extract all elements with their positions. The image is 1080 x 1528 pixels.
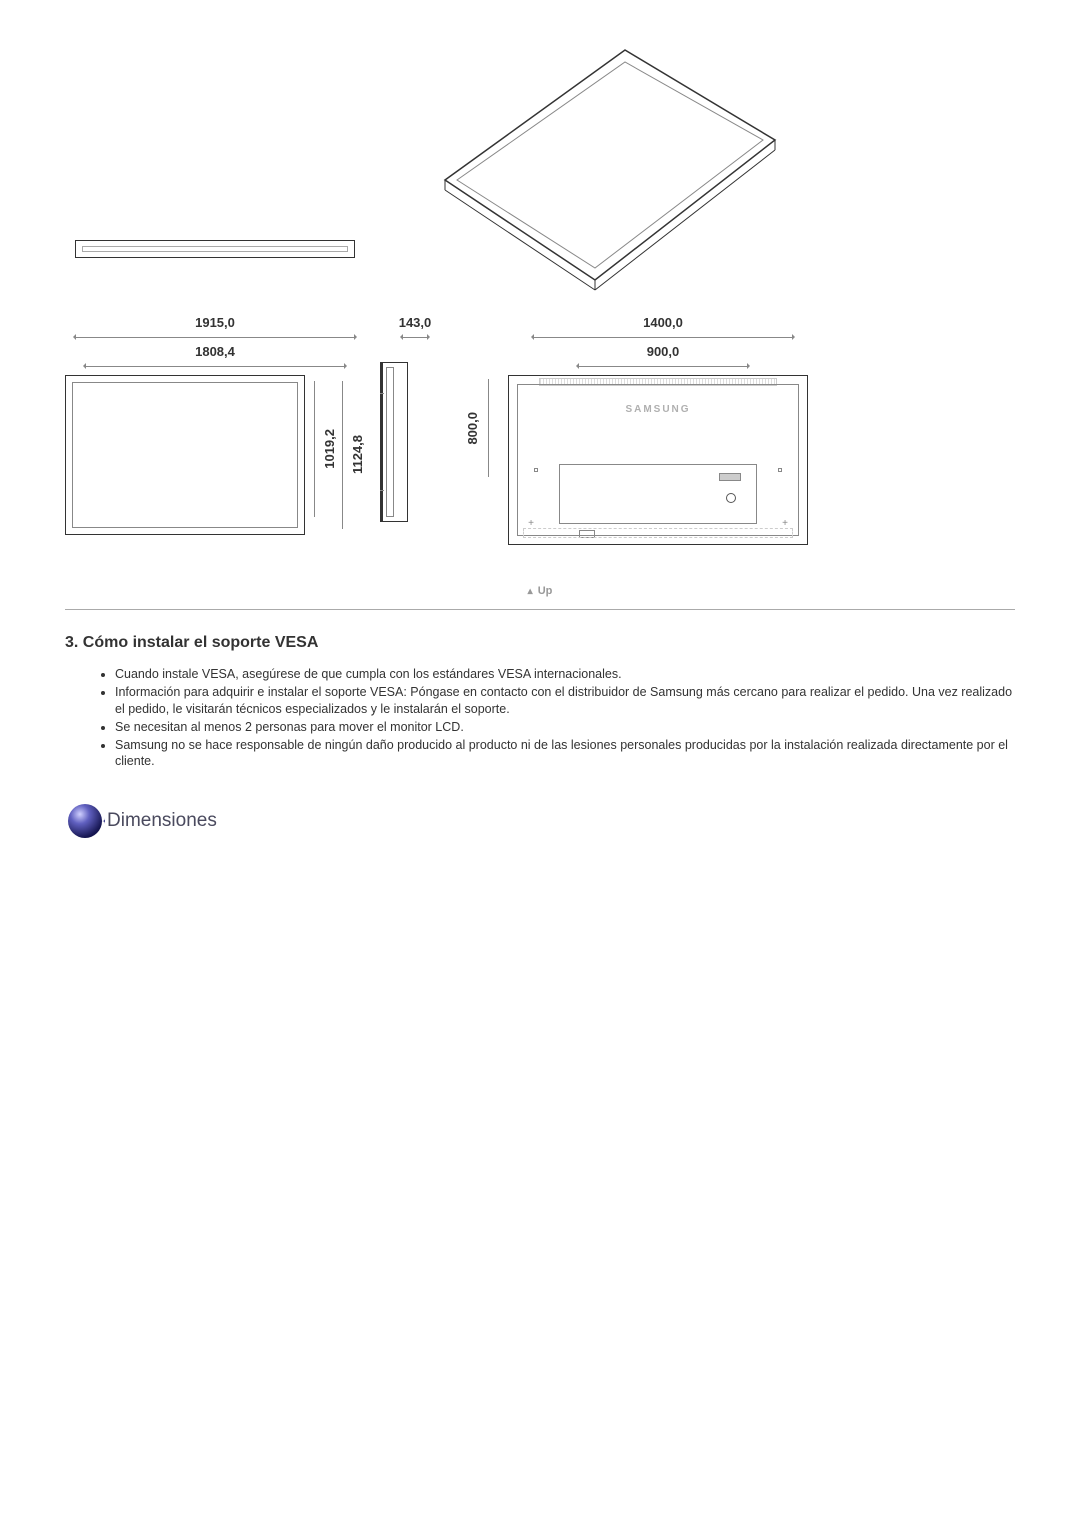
- list-item: Se necesitan al menos 2 personas para mo…: [115, 719, 1015, 736]
- section-divider: [65, 609, 1015, 610]
- list-item: Samsung no se hace responsable de ningún…: [115, 737, 1015, 771]
- subsection-header: Dimensiones: [65, 800, 1015, 842]
- up-link[interactable]: Up: [65, 585, 1015, 597]
- instruction-list: Cuando instale VESA, asegúrese de que cu…: [65, 666, 1015, 770]
- side-view: 143,0: [380, 315, 450, 522]
- diagram-bottom-row: 1915,0 1808,4 1019,2 1124,8 143,0: [65, 315, 1015, 545]
- technical-diagram: 1915,0 1808,4 1019,2 1124,8 143,0: [65, 40, 1015, 545]
- isometric-panel-diagram: [435, 40, 785, 300]
- front-panel: [65, 375, 305, 535]
- rear-panel: SAMSUNG + +: [508, 375, 808, 545]
- side-panel: [380, 362, 408, 522]
- dim-vesa-depth: 800,0: [465, 412, 480, 445]
- front-view: 1915,0 1808,4 1019,2 1124,8: [65, 315, 365, 535]
- diagram-top-row: [65, 40, 1015, 300]
- rear-view: 1400,0 900,0 SAMSUNG + +: [508, 315, 818, 545]
- dim-width-inner: 1808,4: [195, 344, 235, 359]
- subsection-title: Dimensiones: [107, 810, 217, 832]
- section-title: 3. Cómo instalar el soporte VESA: [65, 634, 1015, 652]
- dim-width-outer: 1915,0: [195, 315, 235, 330]
- side-rail-diagram: [75, 240, 355, 300]
- up-link-label: Up: [538, 585, 553, 597]
- brand-text: SAMSUNG: [509, 404, 807, 415]
- dim-depth: 143,0: [399, 315, 432, 330]
- sphere-icon: [65, 800, 107, 842]
- dim-height-inner: 1019,2: [322, 429, 337, 469]
- dim-height-outer: 1124,8: [350, 435, 365, 474]
- dim-vesa-v: 900,0: [647, 344, 680, 359]
- dim-vesa-depth-wrap: 800,0: [465, 373, 493, 483]
- dim-vesa-h: 1400,0: [643, 315, 683, 330]
- list-item: Información para adquirir e instalar el …: [115, 684, 1015, 718]
- list-item: Cuando instale VESA, asegúrese de que cu…: [115, 666, 1015, 683]
